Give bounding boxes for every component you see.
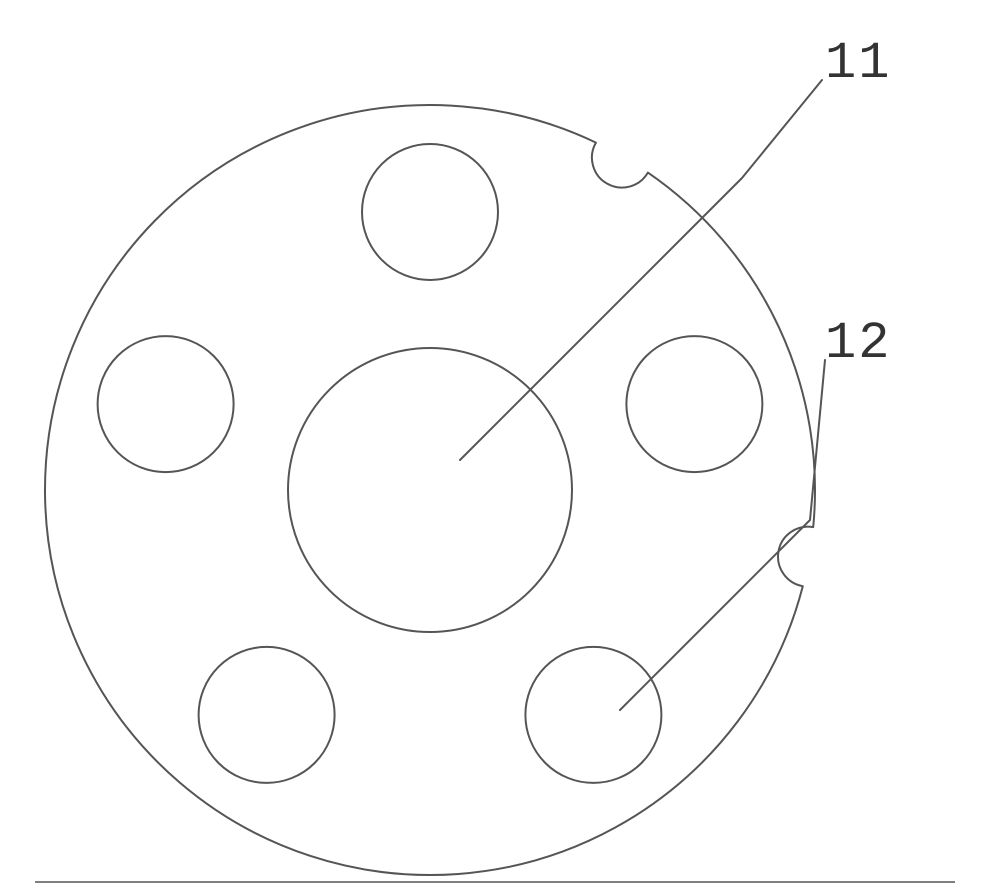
bolt-hole [525,647,661,783]
leader-line-12 [620,360,825,710]
diagram-svg: 11 12 [0,0,1000,890]
bolt-hole [98,336,234,472]
bolt-hole [626,336,762,472]
label-12: 12 [825,314,891,373]
label-11: 11 [825,34,891,93]
leader-line-11 [460,80,822,460]
bolt-hole [199,647,335,783]
bolt-hole [362,144,498,280]
